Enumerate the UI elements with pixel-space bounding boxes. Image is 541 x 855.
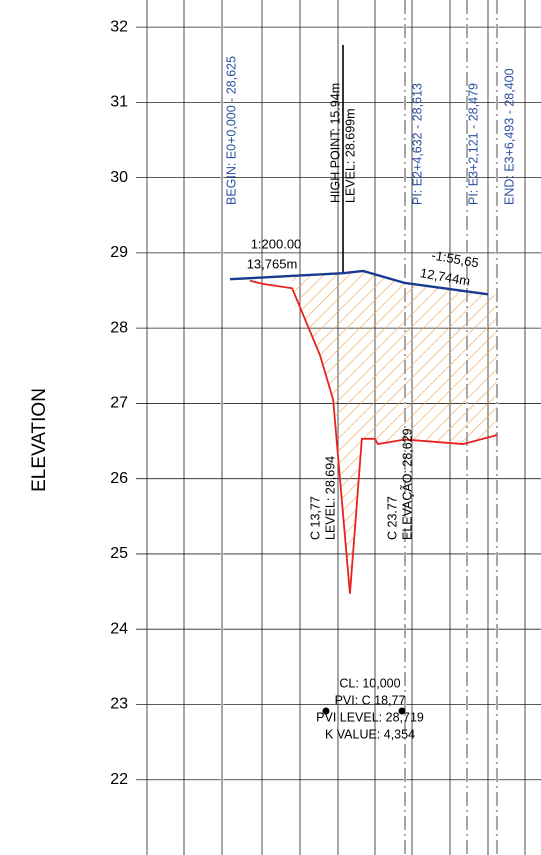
curve-note: PVI LEVEL: 28,719 [316,710,424,724]
grade-label: 1:200.00 [251,236,302,251]
y-tick-label: 28 [110,319,128,336]
curve-note: PVI: C 18,77 [335,693,406,707]
grade-label: 13,765m [247,256,298,271]
curve-point [398,707,406,715]
curve-note: K VALUE: 4,354 [325,727,415,741]
station-annotation: END: E3+6,493 - 28,400 [502,68,516,205]
curve-note: CL: 10,000 [339,676,400,690]
station-annotation: ELEVAÇÃO: 28,629 [400,428,414,540]
y-tick-label: 24 [110,620,128,637]
y-tick-label: 23 [110,696,128,713]
y-tick-label: 30 [110,169,128,186]
station-annotation: C 13,77 [308,496,322,540]
station-annotation: HIGH POINT: 15.94m [328,83,342,203]
station-annotation: C 23.77 [385,496,399,540]
grade-label: -1:55,65 [430,247,480,270]
curve-point [322,707,330,715]
y-tick-label: 29 [110,244,128,261]
station-annotation: PI: E2+4,632 - 28,613 [410,83,424,205]
y-axis-label: ELEVATION [29,388,50,492]
station-annotation: PI: E3+2,121 - 28,479 [466,83,480,205]
station-annotation: LEVEL: 28,694 [323,456,337,540]
terrain-line [249,279,498,594]
y-tick-label: 31 [110,94,128,111]
grade-line [229,269,489,296]
y-tick-label: 27 [110,395,128,412]
station-annotation: LEVEL: 28.699m [343,108,357,203]
y-tick-label: 25 [110,545,128,562]
y-tick-label: 32 [110,18,128,35]
y-tick-label: 26 [110,470,128,487]
station-annotation: BEGIN: E0+0,000 - 28,625 [224,56,238,205]
y-tick-label: 22 [110,771,128,788]
